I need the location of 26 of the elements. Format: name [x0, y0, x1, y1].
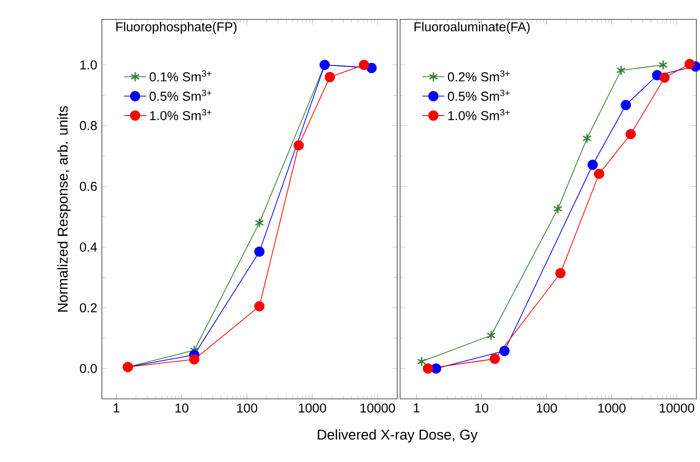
- x-tick-label: 10000: [360, 404, 395, 413]
- y-tick-label: 1.0: [80, 60, 97, 70]
- x-tick-label: 1: [414, 404, 420, 412]
- chart-title: Fluorophosphate(FP): [116, 22, 236, 34]
- y-tick-label: 0.8: [80, 121, 97, 130]
- x-tick-label: 1000: [298, 404, 326, 413]
- legend-label: 1.0% Sm$^{3+}$: [150, 109, 212, 120]
- legend-label: 0.5% Sm$^{3+}$: [448, 90, 510, 101]
- x-tick-label: 10: [475, 404, 488, 413]
- y-axis-title: Normalized Response, arb. units: [57, 106, 71, 312]
- y-tick-label: 0.2: [80, 303, 97, 312]
- legend-label: 1.0% Sm$^{3+}$: [448, 109, 510, 120]
- y-tick-label: 0.6: [80, 182, 97, 192]
- legend-label: 0.1% Sm$^{3+}$: [150, 70, 212, 82]
- x-tick-label: 1: [114, 404, 120, 412]
- x-tick-label: 10: [175, 404, 188, 413]
- y-tick-label: 0.4: [80, 242, 97, 252]
- x-tick-label: 1000: [598, 404, 626, 413]
- y-tick-label: 0.0: [80, 364, 97, 374]
- x-tick-label: 10000: [660, 404, 694, 413]
- chart-title: Fluoroaluminate(FA): [414, 22, 530, 34]
- legend-label: 0.5% Sm$^{3+}$: [150, 90, 212, 101]
- legend-label: 0.2% Sm$^{3+}$: [448, 70, 510, 82]
- x-tick-label: 100: [536, 404, 557, 413]
- x-axis-title: Delivered X-ray Dose, Gy: [318, 429, 478, 443]
- x-tick-label: 100: [237, 404, 258, 413]
